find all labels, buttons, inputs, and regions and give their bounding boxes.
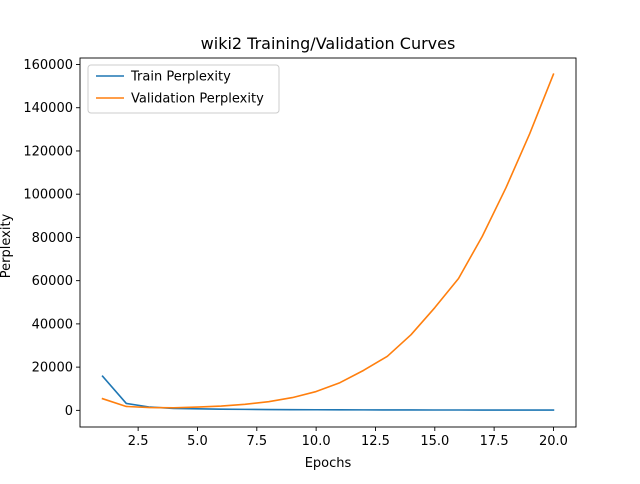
x-tick-label: 12.5 [361, 434, 390, 449]
legend-label-validation: Validation Perplexity [131, 92, 264, 107]
y-tick-label: 80000 [32, 231, 73, 246]
x-tick-label: 5.0 [187, 434, 208, 449]
plot-area: 2.5 5.0 7.5 10.0 12.5 15.0 17.5 20.0 0 20000 40000… [23, 57, 577, 449]
legend-box [87, 64, 280, 114]
x-tick-label: 10.0 [302, 434, 331, 449]
x-tick-label: 7.5 [246, 434, 267, 449]
x-tick-label: 15.0 [420, 434, 449, 449]
x-tick-label: 17.5 [480, 434, 509, 449]
series-line-validation [101, 73, 555, 409]
axes-frame [79, 57, 577, 428]
y-tick-label: 100000 [23, 188, 73, 203]
y-tick-label: 60000 [32, 274, 73, 289]
chart-title: wiki2 Training/Validation Curves [201, 34, 456, 53]
y-axis-label: Perplexity [0, 213, 14, 278]
y-tick-label: 20000 [32, 361, 73, 376]
x-tick-label: 20.0 [539, 434, 568, 449]
series-line-train [101, 375, 555, 411]
y-tick-label: 120000 [23, 144, 73, 159]
y-tick-label: 140000 [23, 101, 73, 116]
y-tick-label: 0 [65, 404, 73, 419]
legend: Train Perplexity Validation Perplexity [87, 64, 280, 114]
x-axis-label: Epochs [305, 456, 352, 471]
y-tick-label: 40000 [32, 317, 73, 332]
x-tick-label: 2.5 [128, 434, 149, 449]
legend-label-train: Train Perplexity [130, 70, 231, 85]
y-tick-label: 160000 [23, 58, 73, 73]
